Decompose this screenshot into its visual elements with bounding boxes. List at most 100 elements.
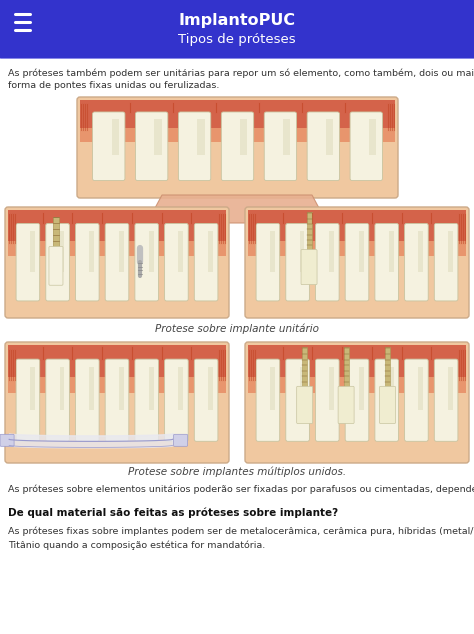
FancyBboxPatch shape	[178, 112, 211, 181]
Text: Protese sobre implante unitário: Protese sobre implante unitário	[155, 324, 319, 334]
Bar	[30, 231, 35, 272]
FancyBboxPatch shape	[164, 223, 188, 301]
FancyBboxPatch shape	[405, 359, 428, 441]
Bar	[326, 119, 333, 155]
FancyBboxPatch shape	[164, 359, 188, 441]
FancyBboxPatch shape	[375, 223, 399, 301]
Bar	[119, 231, 124, 272]
FancyBboxPatch shape	[375, 359, 399, 441]
Bar	[329, 367, 334, 410]
FancyBboxPatch shape	[316, 223, 339, 301]
FancyBboxPatch shape	[256, 359, 280, 441]
Bar	[178, 367, 183, 410]
FancyBboxPatch shape	[5, 207, 229, 318]
FancyBboxPatch shape	[350, 112, 383, 181]
Text: As próteses sobre elementos unitários poderão ser fixadas por parafusos ou cimen: As próteses sobre elementos unitários po…	[8, 485, 474, 495]
Bar	[302, 347, 307, 389]
FancyBboxPatch shape	[286, 223, 310, 301]
Text: As próteses também podem ser unitárias para repor um só elemento, como também, d: As próteses também podem ser unitárias p…	[8, 68, 474, 77]
FancyBboxPatch shape	[245, 207, 469, 318]
FancyBboxPatch shape	[136, 112, 168, 181]
Bar	[359, 231, 364, 272]
Bar	[149, 231, 154, 272]
Bar	[389, 367, 393, 410]
Text: ImplantoPUC: ImplantoPUC	[178, 13, 296, 27]
Bar	[448, 231, 453, 272]
FancyBboxPatch shape	[194, 223, 218, 301]
FancyBboxPatch shape	[221, 112, 254, 181]
Bar	[283, 119, 291, 155]
Bar	[155, 119, 162, 155]
FancyBboxPatch shape	[173, 434, 188, 446]
FancyBboxPatch shape	[405, 223, 428, 301]
FancyBboxPatch shape	[92, 112, 125, 181]
Text: Protese sobre implantes múltiplos unidos.: Protese sobre implantes múltiplos unidos…	[128, 467, 346, 477]
Bar	[89, 231, 94, 272]
Text: Tipos de próteses: Tipos de próteses	[178, 34, 296, 46]
FancyBboxPatch shape	[77, 97, 398, 198]
Bar	[248, 377, 466, 393]
Bar	[419, 231, 423, 272]
Bar	[119, 367, 124, 410]
FancyBboxPatch shape	[5, 342, 229, 463]
Polygon shape	[147, 195, 327, 223]
Bar	[208, 231, 213, 272]
FancyBboxPatch shape	[301, 250, 317, 285]
FancyBboxPatch shape	[46, 223, 69, 301]
FancyBboxPatch shape	[338, 386, 354, 424]
Bar	[369, 119, 376, 155]
Bar	[197, 119, 204, 155]
Bar	[248, 345, 466, 391]
Bar	[60, 231, 64, 272]
Bar	[344, 347, 348, 389]
FancyBboxPatch shape	[345, 223, 369, 301]
Bar	[300, 231, 304, 272]
Bar	[307, 212, 311, 252]
FancyBboxPatch shape	[297, 386, 313, 424]
FancyBboxPatch shape	[46, 359, 69, 441]
FancyBboxPatch shape	[380, 386, 395, 424]
Text: forma de pontes fixas unidas ou ferulizadas.: forma de pontes fixas unidas ou feruliza…	[8, 81, 219, 90]
Bar	[80, 100, 395, 140]
Bar	[8, 241, 226, 256]
Bar	[248, 241, 466, 256]
FancyBboxPatch shape	[245, 342, 469, 463]
FancyBboxPatch shape	[49, 247, 63, 285]
FancyBboxPatch shape	[434, 223, 458, 301]
Text: As próteses fixas sobre implantes podem ser de metalocerâmica, cerâmica pura, hí: As próteses fixas sobre implantes podem …	[8, 527, 474, 536]
Bar	[149, 367, 154, 410]
FancyBboxPatch shape	[434, 359, 458, 441]
Bar	[240, 119, 247, 155]
Bar	[60, 367, 64, 410]
FancyBboxPatch shape	[75, 223, 99, 301]
FancyBboxPatch shape	[345, 359, 369, 441]
Bar	[53, 217, 59, 247]
FancyBboxPatch shape	[105, 223, 129, 301]
Bar	[385, 347, 390, 389]
Bar	[0, 0, 474, 58]
Bar	[419, 367, 423, 410]
FancyBboxPatch shape	[135, 223, 158, 301]
Bar	[359, 367, 364, 410]
Bar	[329, 231, 334, 272]
Bar	[111, 119, 118, 155]
Bar	[300, 367, 304, 410]
FancyBboxPatch shape	[16, 359, 40, 441]
FancyBboxPatch shape	[194, 359, 218, 441]
Bar	[178, 231, 183, 272]
Bar	[270, 367, 275, 410]
FancyBboxPatch shape	[146, 214, 160, 226]
FancyBboxPatch shape	[105, 359, 129, 441]
Bar	[248, 210, 466, 254]
Bar	[8, 377, 226, 393]
FancyBboxPatch shape	[127, 224, 153, 250]
FancyBboxPatch shape	[135, 359, 158, 441]
Bar	[448, 367, 453, 410]
Bar	[80, 128, 395, 142]
Bar	[270, 231, 275, 272]
FancyBboxPatch shape	[314, 214, 328, 226]
Bar	[8, 210, 226, 254]
FancyBboxPatch shape	[75, 359, 99, 441]
FancyBboxPatch shape	[286, 359, 310, 441]
FancyBboxPatch shape	[264, 112, 297, 181]
